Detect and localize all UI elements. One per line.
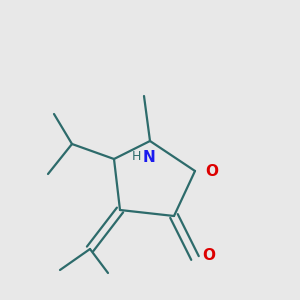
Text: N: N: [142, 150, 155, 165]
Text: H: H: [132, 149, 141, 163]
Text: O: O: [202, 248, 215, 262]
Text: O: O: [205, 164, 218, 178]
